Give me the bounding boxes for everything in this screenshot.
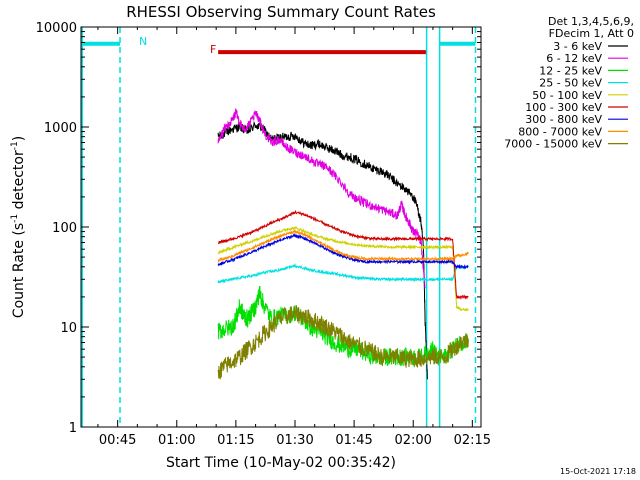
series-line-1: [217, 108, 426, 289]
legend-label-4: 50 - 100 keV: [532, 89, 602, 102]
x-tick-label-1: 01:00: [158, 433, 195, 448]
series-line-5: [218, 209, 469, 300]
series-line-0: [217, 120, 428, 380]
legend-label-3: 25 - 50 keV: [539, 77, 602, 90]
annotation-f: F: [210, 43, 216, 56]
legend-label-1: 6 - 12 keV: [546, 52, 602, 65]
footer-date: 15-Oct-2021 17:18: [560, 467, 636, 476]
annotation-n: N: [139, 35, 147, 48]
y-axis-label-sup1: -1: [10, 214, 20, 223]
y-tick-label-2: 100: [52, 221, 77, 236]
y-tick-label-3: 1000: [44, 121, 77, 136]
series-line-7: [217, 229, 469, 264]
legend-label-6: 300 - 800 keV: [525, 113, 602, 126]
y-axis-label: Count Rate (s-1 detector-1): [10, 136, 27, 318]
legend-label-5: 100 - 300 keV: [525, 101, 602, 114]
series-line-4: [217, 226, 469, 312]
series-line-3: [217, 262, 469, 284]
chart-title: RHESSI Observing Summary Count Rates: [126, 3, 436, 21]
y-tick-label-1: 10: [60, 321, 77, 336]
y-tick-label-0: 1: [69, 421, 77, 436]
legend-header-line-1: Det 1,3,4,5,6,9,: [548, 15, 634, 28]
legend-header-line-2: FDecim 1, Att 0: [549, 27, 634, 40]
x-tick-label-4: 01:45: [335, 433, 372, 448]
y-tick-label-4: 10000: [36, 21, 77, 36]
x-axis-label: Start Time (10-May-02 00:35:42): [166, 455, 396, 471]
y-axis-label-end: ): [11, 136, 27, 141]
x-tick-label-2: 01:15: [217, 433, 254, 448]
x-tick-label-6: 02:15: [454, 433, 491, 448]
series-line-8: [217, 305, 469, 380]
legend-label-8: 7000 - 15000 keV: [504, 138, 602, 151]
series-line-2: [217, 285, 469, 367]
x-tick-label-3: 01:30: [276, 433, 313, 448]
legend-label-2: 12 - 25 keV: [539, 64, 602, 77]
x-tick-label-0: 00:45: [99, 433, 136, 448]
series-line-6: [217, 232, 469, 270]
legend-label-0: 3 - 6 keV: [553, 40, 602, 53]
legend-label-7: 800 - 7000 keV: [518, 125, 602, 138]
y-axis-label-mid: detector: [11, 150, 27, 214]
y-axis-label-sup2: -1: [10, 141, 20, 150]
x-tick-label-5: 02:00: [394, 433, 431, 448]
y-axis-label-main: Count Rate (s: [11, 223, 27, 318]
